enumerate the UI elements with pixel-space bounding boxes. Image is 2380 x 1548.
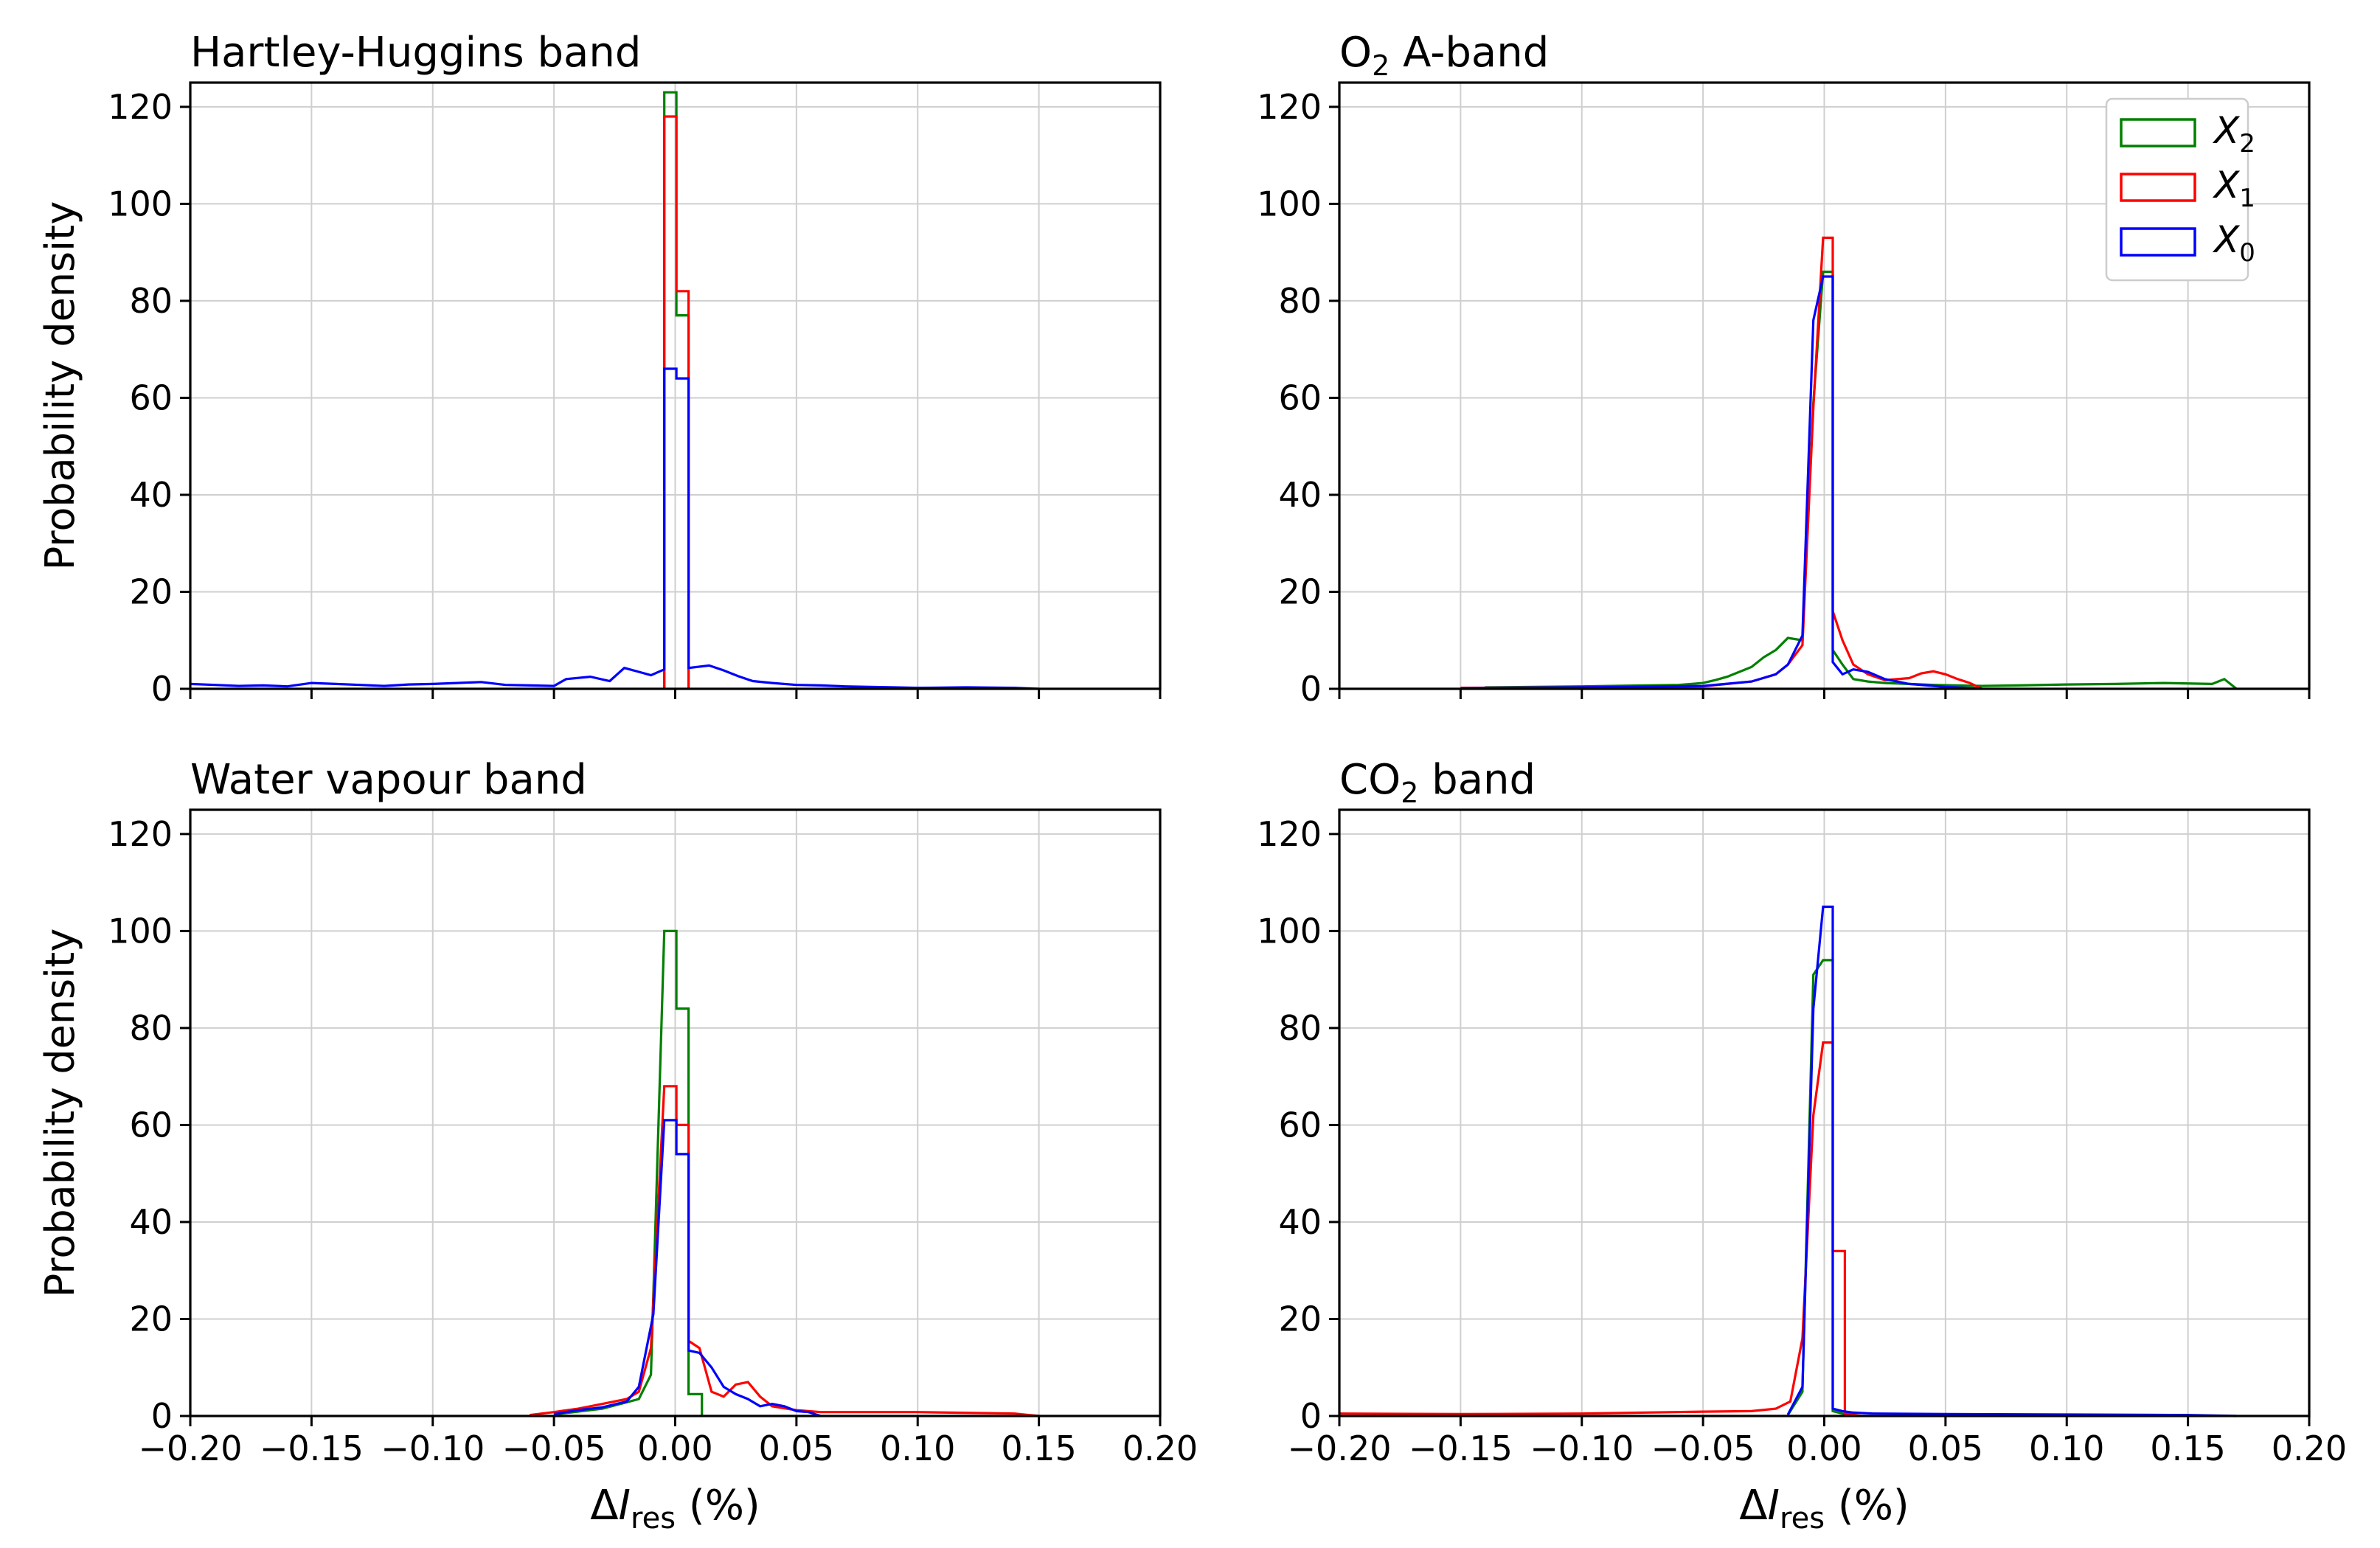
x-tick-label: 0.10 bbox=[2029, 1429, 2104, 1468]
x-tick-label: 0.00 bbox=[1786, 1429, 1862, 1468]
y-tick-label: 0 bbox=[151, 669, 173, 709]
y-tick-label: 120 bbox=[108, 87, 173, 127]
series-X1 bbox=[663, 115, 690, 689]
panel-4: −0.20 −0.15 −0.10 −0.05 0.00 0.05 0.10 0.15 0.20… bbox=[1257, 756, 2347, 1535]
y-tick-label: 100 bbox=[1257, 911, 1322, 951]
panel-3: −0.20 −0.15 −0.10 −0.05 0.00 0.05 0.10 0.15 0.20… bbox=[37, 756, 1198, 1535]
y-tick-label: 80 bbox=[129, 281, 173, 321]
legend-swatch-X1 bbox=[2120, 173, 2196, 202]
series-X0 bbox=[190, 367, 1039, 690]
x-tick-label: −0.20 bbox=[139, 1429, 243, 1468]
y-tick-label: 100 bbox=[108, 911, 173, 951]
x-tick-label: −0.15 bbox=[1409, 1429, 1513, 1468]
legend-label-X1: X1 bbox=[2212, 164, 2255, 213]
y-tick-label: 80 bbox=[1278, 1008, 1322, 1048]
y-tick-label: 60 bbox=[129, 378, 173, 417]
y-tick-label: 100 bbox=[108, 184, 173, 223]
series-X1 bbox=[1339, 1041, 1862, 1417]
series-X1 bbox=[530, 1085, 1039, 1417]
series-X2 bbox=[1485, 270, 2238, 690]
panel-title: Hartley-Huggins band bbox=[190, 29, 641, 77]
y-axis-label: Probability density bbox=[37, 201, 83, 571]
x-tick-label: 0.05 bbox=[1908, 1429, 1983, 1468]
x-tick-label: −0.15 bbox=[260, 1429, 364, 1468]
legend-swatch-X2 bbox=[2120, 118, 2196, 147]
x-tick-label: 0.10 bbox=[880, 1429, 955, 1468]
x-tick-label: 0.00 bbox=[637, 1429, 712, 1468]
x-axis-label: ΔIres (%) bbox=[590, 1482, 760, 1535]
legend: X2 X1 X0 bbox=[2105, 97, 2255, 282]
panel-title: O2 A-band bbox=[1339, 29, 1549, 82]
y-tick-label: 60 bbox=[1278, 378, 1322, 417]
x-tick-label: 0.20 bbox=[2272, 1429, 2347, 1468]
x-tick-label: 0.05 bbox=[759, 1429, 834, 1468]
x-tick-label: −0.10 bbox=[1530, 1429, 1634, 1468]
y-tick-label: 120 bbox=[1257, 814, 1322, 854]
y-tick-label: 20 bbox=[129, 572, 173, 611]
series-X2 bbox=[553, 929, 704, 1416]
y-tick-label: 20 bbox=[129, 1299, 173, 1339]
x-tick-label: −0.05 bbox=[502, 1429, 606, 1468]
series-X1 bbox=[1460, 236, 1982, 690]
x-tick-label: 0.15 bbox=[1001, 1429, 1076, 1468]
x-tick-label: −0.05 bbox=[1651, 1429, 1755, 1468]
legend-label-X0: X0 bbox=[2212, 218, 2255, 268]
series-X0 bbox=[1786, 905, 2237, 1417]
y-tick-label: 40 bbox=[1278, 475, 1322, 515]
y-tick-label: 0 bbox=[151, 1396, 173, 1436]
panel-title: CO2 band bbox=[1339, 756, 1536, 809]
y-tick-label: 60 bbox=[129, 1105, 173, 1145]
series-X0 bbox=[1460, 275, 1982, 690]
series-X0 bbox=[553, 1119, 822, 1417]
y-tick-label: 80 bbox=[129, 1008, 173, 1048]
y-tick-label: 0 bbox=[1300, 669, 1322, 709]
y-tick-label: 40 bbox=[1278, 1202, 1322, 1242]
legend-label-X2: X2 bbox=[2212, 109, 2255, 159]
x-tick-label: −0.10 bbox=[381, 1429, 485, 1468]
y-tick-label: 60 bbox=[1278, 1105, 1322, 1145]
y-tick-label: 80 bbox=[1278, 281, 1322, 321]
y-tick-label: 0 bbox=[1300, 1396, 1322, 1436]
panel-title: Water vapour band bbox=[190, 756, 587, 804]
y-tick-label: 120 bbox=[108, 814, 173, 854]
panel-1: 0 20 40 60 80 100 120 Hartley-Huggins band Proba… bbox=[37, 29, 1162, 709]
panel-2: 0 20 40 60 80 100 120 O2 A-band X2 X1 X0 bbox=[1257, 29, 2311, 709]
x-tick-label: −0.20 bbox=[1288, 1429, 1392, 1468]
x-tick-label: 0.20 bbox=[1123, 1429, 1198, 1468]
y-tick-label: 100 bbox=[1257, 184, 1322, 223]
y-tick-label: 20 bbox=[1278, 572, 1322, 611]
y-tick-label: 120 bbox=[1257, 87, 1322, 127]
y-axis-label: Probability density bbox=[37, 929, 83, 1298]
legend-swatch-X0 bbox=[2120, 227, 2196, 257]
x-tick-label: 0.15 bbox=[2150, 1429, 2225, 1468]
y-tick-label: 20 bbox=[1278, 1299, 1322, 1339]
x-axis-label: ΔIres (%) bbox=[1739, 1482, 1909, 1535]
y-tick-label: 40 bbox=[129, 1202, 173, 1242]
legend-frame bbox=[2105, 97, 2249, 282]
y-tick-label: 40 bbox=[129, 475, 173, 515]
